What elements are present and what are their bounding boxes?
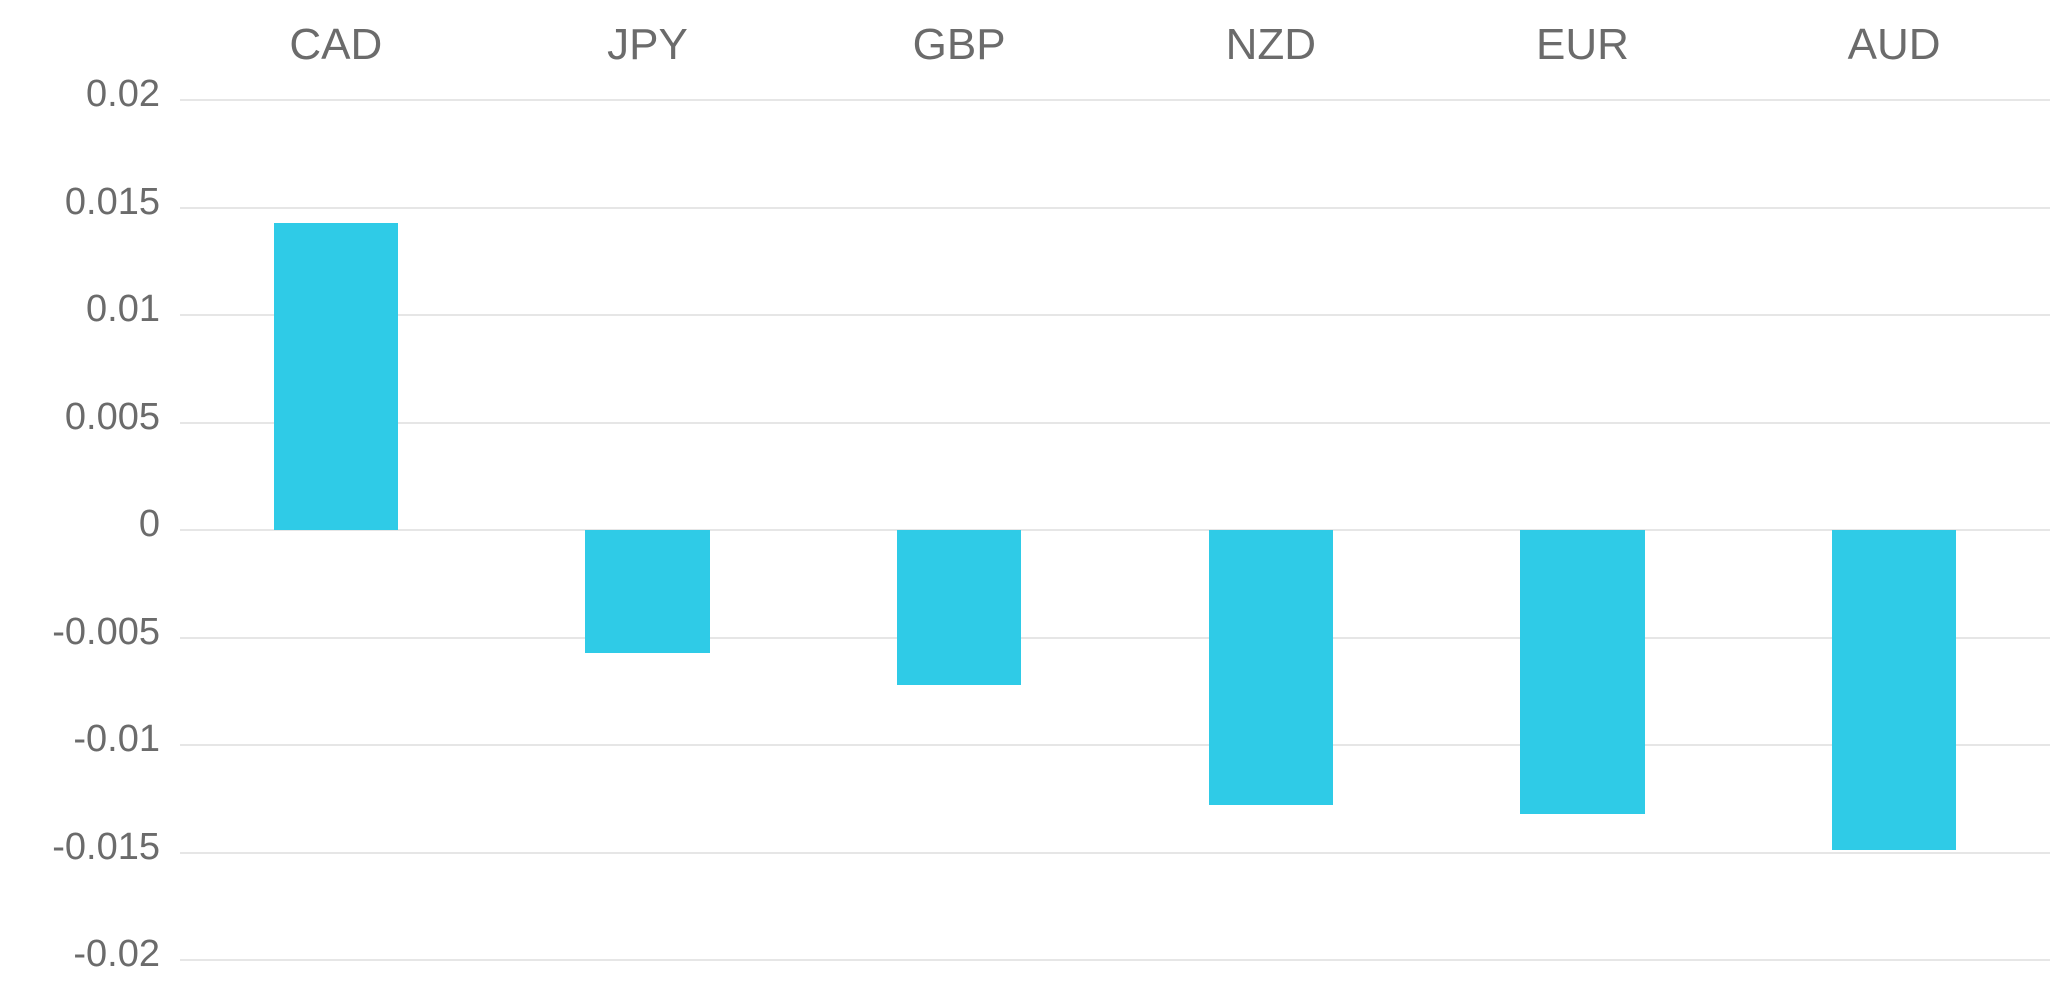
category-label: CAD	[180, 20, 492, 80]
category-label: GBP	[803, 20, 1115, 80]
gridline	[180, 744, 2050, 746]
y-tick-label: -0.005	[10, 611, 160, 654]
y-tick-label: -0.01	[10, 718, 160, 761]
bar	[1209, 530, 1334, 805]
bar	[897, 530, 1022, 685]
gridline	[180, 314, 2050, 316]
gridline	[180, 852, 2050, 854]
gridline	[180, 99, 2050, 101]
gridline	[180, 529, 2050, 531]
bar	[585, 530, 710, 653]
bar	[274, 223, 399, 530]
y-tick-label: 0.005	[10, 396, 160, 439]
gridline	[180, 207, 2050, 209]
y-tick-label: 0.015	[10, 181, 160, 224]
category-label: JPY	[492, 20, 804, 80]
currency-bar-chart: CADJPYGBPNZDEURAUD 0.02 0.015 0.01 0.005 0 -0…	[0, 0, 2071, 1008]
bar	[1832, 530, 1957, 850]
y-tick-label: -0.015	[10, 826, 160, 869]
gridline	[180, 422, 2050, 424]
y-tick-label: 0.01	[10, 288, 160, 331]
y-tick-label: -0.02	[10, 933, 160, 976]
gridline	[180, 637, 2050, 639]
category-labels-row: CADJPYGBPNZDEURAUD	[180, 20, 2050, 80]
y-tick-label: 0.02	[10, 73, 160, 116]
gridline	[180, 959, 2050, 961]
y-tick-label: 0	[10, 503, 160, 546]
category-label: EUR	[1427, 20, 1739, 80]
bar	[1520, 530, 1645, 814]
plot-area	[180, 100, 2050, 960]
category-label: NZD	[1115, 20, 1427, 80]
category-label: AUD	[1738, 20, 2050, 80]
